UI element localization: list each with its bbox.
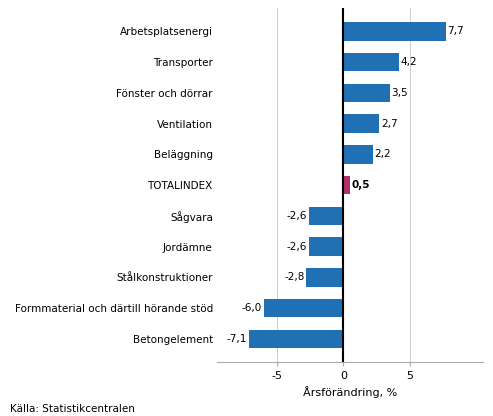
- Text: 4,2: 4,2: [401, 57, 418, 67]
- Bar: [343, 145, 373, 163]
- Text: 2,2: 2,2: [374, 149, 391, 159]
- Bar: [343, 176, 350, 194]
- Text: -6,0: -6,0: [242, 303, 262, 313]
- Bar: [309, 207, 343, 225]
- Text: Källa: Statistikcentralen: Källa: Statistikcentralen: [10, 404, 135, 414]
- Text: 2,7: 2,7: [381, 119, 397, 129]
- Bar: [343, 114, 379, 133]
- Text: -2,8: -2,8: [284, 272, 305, 282]
- Bar: [306, 268, 343, 287]
- Text: -2,6: -2,6: [287, 242, 307, 252]
- Bar: [343, 84, 390, 102]
- Text: -2,6: -2,6: [287, 211, 307, 221]
- Bar: [309, 238, 343, 256]
- Bar: [343, 53, 399, 72]
- Text: 0,5: 0,5: [352, 180, 370, 190]
- Bar: [264, 299, 343, 317]
- Text: -7,1: -7,1: [227, 334, 247, 344]
- Bar: [249, 329, 343, 348]
- Bar: [343, 22, 446, 41]
- X-axis label: Årsförändring, %: Årsförändring, %: [303, 386, 397, 399]
- Text: 3,5: 3,5: [391, 88, 408, 98]
- Text: 7,7: 7,7: [448, 26, 464, 36]
